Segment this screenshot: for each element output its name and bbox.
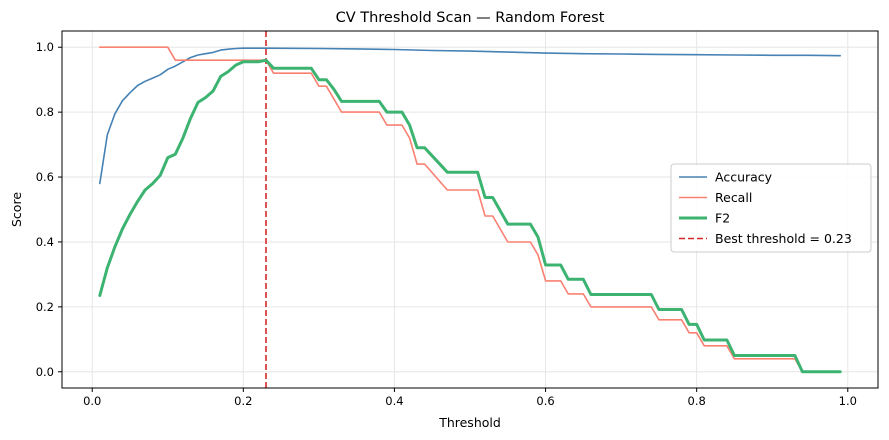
plot-frame	[61, 30, 879, 389]
x-tick-label: 0.4	[385, 394, 403, 408]
legend-entry-accuracy-label: Accuracy	[715, 170, 773, 185]
y-tick-label: 0.2	[36, 300, 54, 314]
y-tick-label: 1.0	[36, 40, 54, 54]
y-axis-title: Score	[9, 192, 24, 227]
series-line-accuracy	[99, 47, 842, 185]
legend-entry-f2-label: F2	[715, 211, 730, 226]
y-tick-label: 0.8	[36, 105, 54, 119]
y-tick-label: 0.4	[36, 235, 54, 249]
chart-title: CV Threshold Scan — Random Forest	[336, 10, 605, 26]
legend-entry-best-threshold-label: Best threshold = 0.23	[715, 231, 852, 246]
series-line-recall	[99, 46, 842, 373]
x-axis-title: Threshold	[438, 415, 501, 430]
x-tick-label: 0.0	[83, 394, 101, 408]
y-tick-label: 0.6	[36, 170, 54, 184]
legend-box	[670, 163, 872, 253]
legend-entry-recall-label: Recall	[715, 190, 752, 205]
x-tick-label: 0.6	[536, 394, 554, 408]
series-layer	[98, 46, 842, 374]
x-tick-label: 0.8	[688, 394, 706, 408]
x-tick-label: 0.2	[234, 394, 252, 408]
x-tick-label: 1.0	[839, 394, 857, 408]
y-tick-label: 0.0	[36, 365, 54, 379]
legend: Accuracy Recall F2 Best threshold = 0.23	[670, 163, 872, 253]
series-line-f2	[98, 58, 842, 374]
axis-ticks: 0.0 0.2 0.4 0.6 0.8 1.0 0.0 0.2 0.4 0.6 0.8 1.0	[36, 40, 857, 408]
